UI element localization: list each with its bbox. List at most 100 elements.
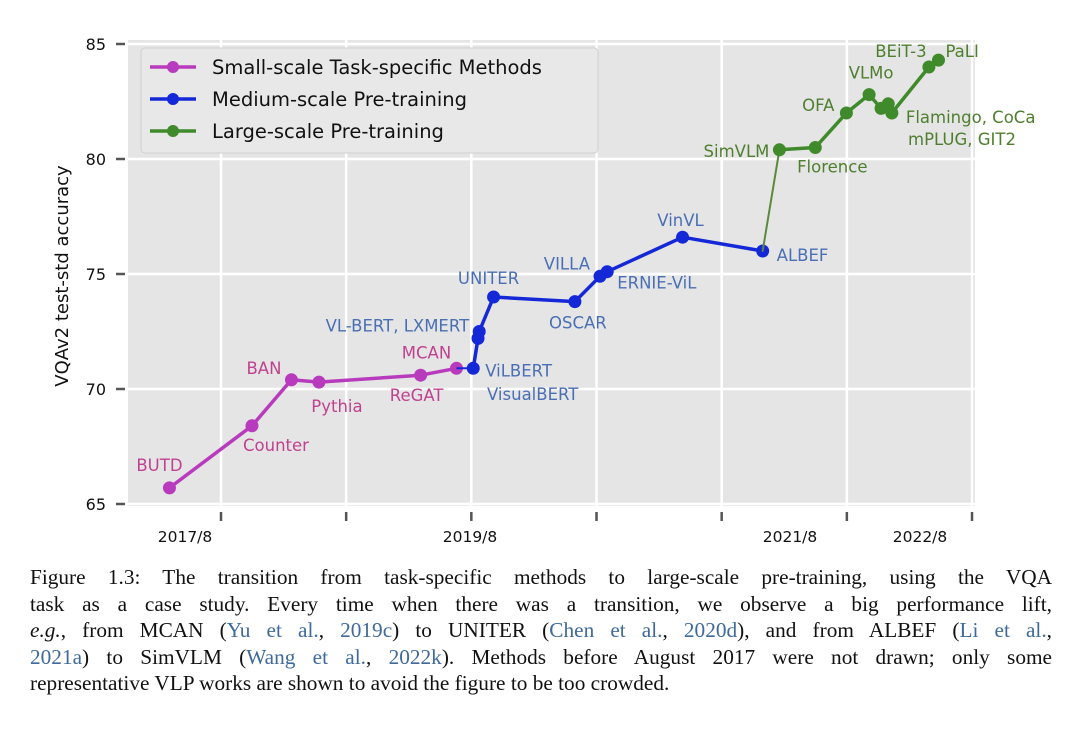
data-point [922,60,936,74]
series-segment [680,235,765,253]
legend-label: Large-scale Pre-training [212,120,444,143]
caption-text: Figure 1.3: The transition from task-spe… [30,565,1052,589]
x-tick-label: 2017/8 [158,528,213,546]
data-point [885,106,899,120]
data-point [162,481,176,495]
x-tick-label: 2019/8 [443,528,498,546]
citation-link[interactable]: Li et al. [959,618,1047,642]
citation-link[interactable]: 2022k [388,644,442,669]
point-label: BEiT-3 [875,42,926,61]
citation-link[interactable]: Yu et al. [226,618,319,642]
point-label: OSCAR [549,314,607,333]
point-label: ALBEF [777,246,829,265]
point-label: ViLBERT [485,361,553,380]
point-label: Pythia [311,397,362,416]
caption-text: ) to SimVLM ( [82,644,247,669]
x-tick-label: 2021/8 [763,528,818,546]
caption-text: e.g. [30,618,61,642]
data-point [862,88,876,102]
y-axis-label: VQAv2 test-std accuracy [52,165,73,387]
point-label: VL-BERT, LXMERT [326,317,471,336]
caption-line: task as a case study. Every time when th… [30,591,1052,618]
citation-link[interactable]: Chen et al. [549,618,663,642]
caption-text: representative VLP works are shown to av… [30,671,670,695]
point-label: Florence [797,158,867,177]
data-point [472,325,486,338]
citation-link[interactable]: Wang et al. [246,644,366,669]
x-tick-label: 2022/8 [893,528,948,546]
series-2 [761,53,945,252]
point-label: mPLUG, GIT2 [908,130,1016,149]
caption-text: , [318,618,341,642]
legend-item-0: Small-scale Task-specific Methods [150,56,542,79]
point-label: OFA [802,96,835,115]
series-0 [162,361,463,495]
legend-marker [167,125,179,137]
caption-text: task as a case study. Every time when th… [30,591,1052,616]
legend-label: Small-scale Task-specific Methods [212,56,542,79]
legend-marker [167,93,179,105]
data-point [414,368,428,382]
point-label: SimVLM [704,142,770,161]
point-label: VLMo [849,64,894,83]
series-segment [250,378,294,428]
point-label: Counter [243,436,309,455]
data-point [931,53,945,67]
point-label: BAN [246,359,281,378]
citation-link[interactable]: 2020d [683,618,738,642]
vqa-accuracy-chart: 65 70 75 80 85 2017/8 2019/8 2021/8 2022/8 VQAv2 … [52,35,1036,546]
point-label: Flamingo, CoCa [906,108,1036,127]
legend-label: Medium-scale Pre-training [212,88,467,111]
caption-text: , from MCAN ( [60,618,227,642]
data-point [312,375,326,389]
data-point [245,419,259,433]
series-segment [167,424,254,490]
point-label: ReGAT [390,386,445,405]
caption-text: , [365,644,389,669]
citation-link[interactable]: 2021a [30,644,83,669]
caption-line: 2021a) to SimVLM (Wang et al., 2022k). M… [30,644,1052,671]
series-segment [605,235,685,274]
data-point [808,141,822,154]
y-tick-label: 65 [86,495,106,514]
point-label: PaLI [945,42,978,61]
series-segment [491,295,577,304]
series-segment [813,111,849,150]
caption-text: ). Methods before August 2017 were not d… [441,644,1052,669]
caption-text: , [662,618,684,642]
caption-text: ) to UNITER ( [392,618,550,642]
figure-caption: Figure 1.3: The transition from task-spe… [30,564,1052,697]
legend-box [140,47,599,154]
caption-line: representative VLP works are shown to av… [30,670,1052,697]
point-label: BUTD [136,456,182,475]
point-label: MCAN [402,343,451,362]
legend-marker [167,61,179,73]
data-point [568,295,582,309]
y-tick-label: 75 [86,265,106,284]
point-label: UNITER [458,269,519,288]
data-point [839,106,853,120]
caption-line: Figure 1.3: The transition from task-spe… [30,564,1052,591]
series-segment [317,373,423,384]
point-label: ERNIE-ViL [617,274,697,293]
series-segment [890,65,931,115]
legend-item-2: Large-scale Pre-training [150,120,444,143]
data-point [487,290,501,304]
point-label: VisualBERT [487,385,579,404]
caption-line: e.g., from MCAN (Yu et al., 2019c) to UN… [30,617,1052,644]
data-point [284,373,298,387]
series-1 [466,230,770,375]
data-point [600,265,614,279]
data-point [676,230,690,244]
data-point [772,143,786,157]
legend-item-1: Medium-scale Pre-training [150,88,467,111]
caption-text: , [1046,618,1052,642]
citation-link[interactable]: 2019c [340,618,393,642]
series-segment [761,148,781,252]
y-tick-label: 80 [86,150,106,169]
y-tick-label: 70 [86,380,106,399]
y-tick-label: 85 [86,35,106,54]
point-label: VILLA [544,254,591,273]
point-label: VinVL [657,211,704,230]
caption-text: ), and from ALBEF ( [737,618,960,642]
